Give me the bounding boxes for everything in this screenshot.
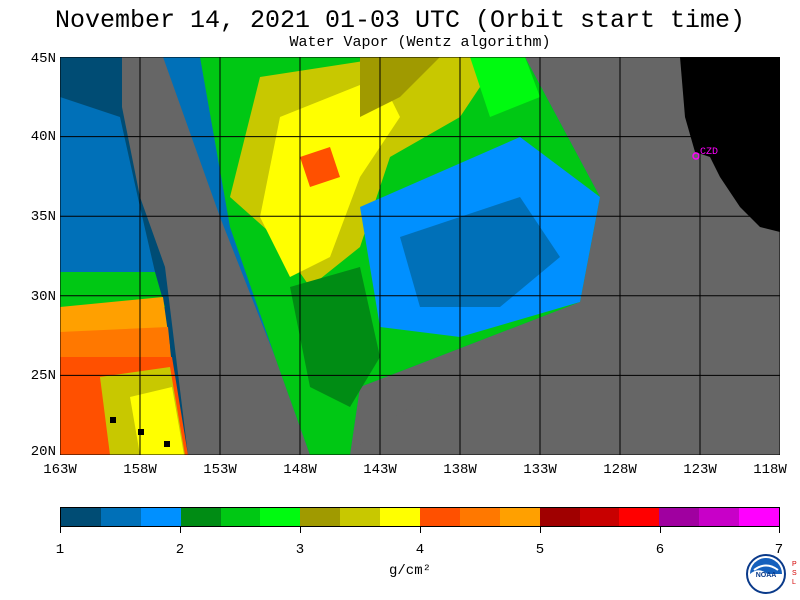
colorbar-swatch [420,508,460,526]
colorbar-tick [420,527,421,533]
land-mass [680,57,780,232]
lon-label: 163W [43,462,77,478]
colorbar-tick [60,527,61,533]
colorbar-swatch [539,508,580,526]
colorbar-swatch [579,508,620,526]
station-label: CZD [700,147,718,158]
color-scale-bar [60,507,780,527]
svg-text:NOAA: NOAA [756,572,777,579]
lat-label: 20N [30,444,56,460]
water-vapor-map: CZD [60,57,780,455]
colorbar-swatch [380,508,421,526]
lon-label: 123W [683,462,717,478]
colorbar-swatch [180,508,221,526]
lon-label: 133W [523,462,557,478]
station-marker [692,152,700,160]
colorbar-units: g/cm² [388,563,431,579]
colorbar-swatch [659,508,700,526]
colorbar-swatch [61,508,101,526]
colorbar-label: 7 [774,542,784,558]
colorbar-swatch [140,508,181,526]
left-swath [60,57,188,455]
lon-label: 138W [443,462,477,478]
colorbar-swatch [220,508,261,526]
lon-label: 143W [363,462,397,478]
lat-label: 45N [30,51,56,67]
colorbar-swatch [699,508,740,526]
lon-label: 128W [603,462,637,478]
lon-label: 153W [203,462,237,478]
lat-label: 30N [30,289,56,305]
colorbar-swatch [499,508,540,526]
colorbar-swatch [260,508,301,526]
map-subtitle: Water Vapor (Wentz algorithm) [289,34,551,51]
noaa-logo-icon: NOAA [746,554,786,594]
lon-label: 148W [283,462,317,478]
colorbar-swatch [619,508,660,526]
lon-label: 118W [753,462,787,478]
colorbar-tick [779,527,780,533]
colorbar-label: 3 [295,542,305,558]
colorbar-swatch [300,508,341,526]
colorbar-label: 4 [415,542,425,558]
lat-lon-grid [60,57,780,455]
colorbar-swatch [340,508,381,526]
lat-label: 40N [30,129,56,145]
colorbar-tick [660,527,661,533]
map-title: November 14, 2021 01-03 UTC (Orbit start… [54,6,746,35]
colorbar-label: 1 [55,542,65,558]
lon-label: 158W [123,462,157,478]
colorbar-swatch [739,508,780,526]
colorbar-swatch [459,508,500,526]
colorbar-label: 5 [535,542,545,558]
colorbar-swatch [100,508,141,526]
colorbar-tick [180,527,181,533]
lat-label: 35N [30,209,56,225]
lat-label: 25N [30,368,56,384]
colorbar-tick [540,527,541,533]
psl-side-text: PSL [792,561,797,586]
colorbar-label: 2 [175,542,185,558]
colorbar-label: 6 [655,542,665,558]
colorbar-tick [300,527,301,533]
orbit-gap [350,385,595,455]
